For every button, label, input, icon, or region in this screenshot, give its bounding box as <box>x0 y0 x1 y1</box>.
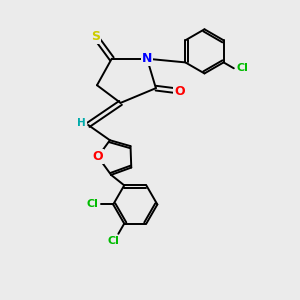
Text: Cl: Cl <box>108 236 120 246</box>
Text: O: O <box>174 85 185 98</box>
Text: Cl: Cl <box>236 63 248 73</box>
Text: S: S <box>91 30 100 43</box>
Text: N: N <box>142 52 152 65</box>
Text: O: O <box>93 150 103 163</box>
Text: H: H <box>77 118 86 128</box>
Text: Cl: Cl <box>87 200 98 209</box>
